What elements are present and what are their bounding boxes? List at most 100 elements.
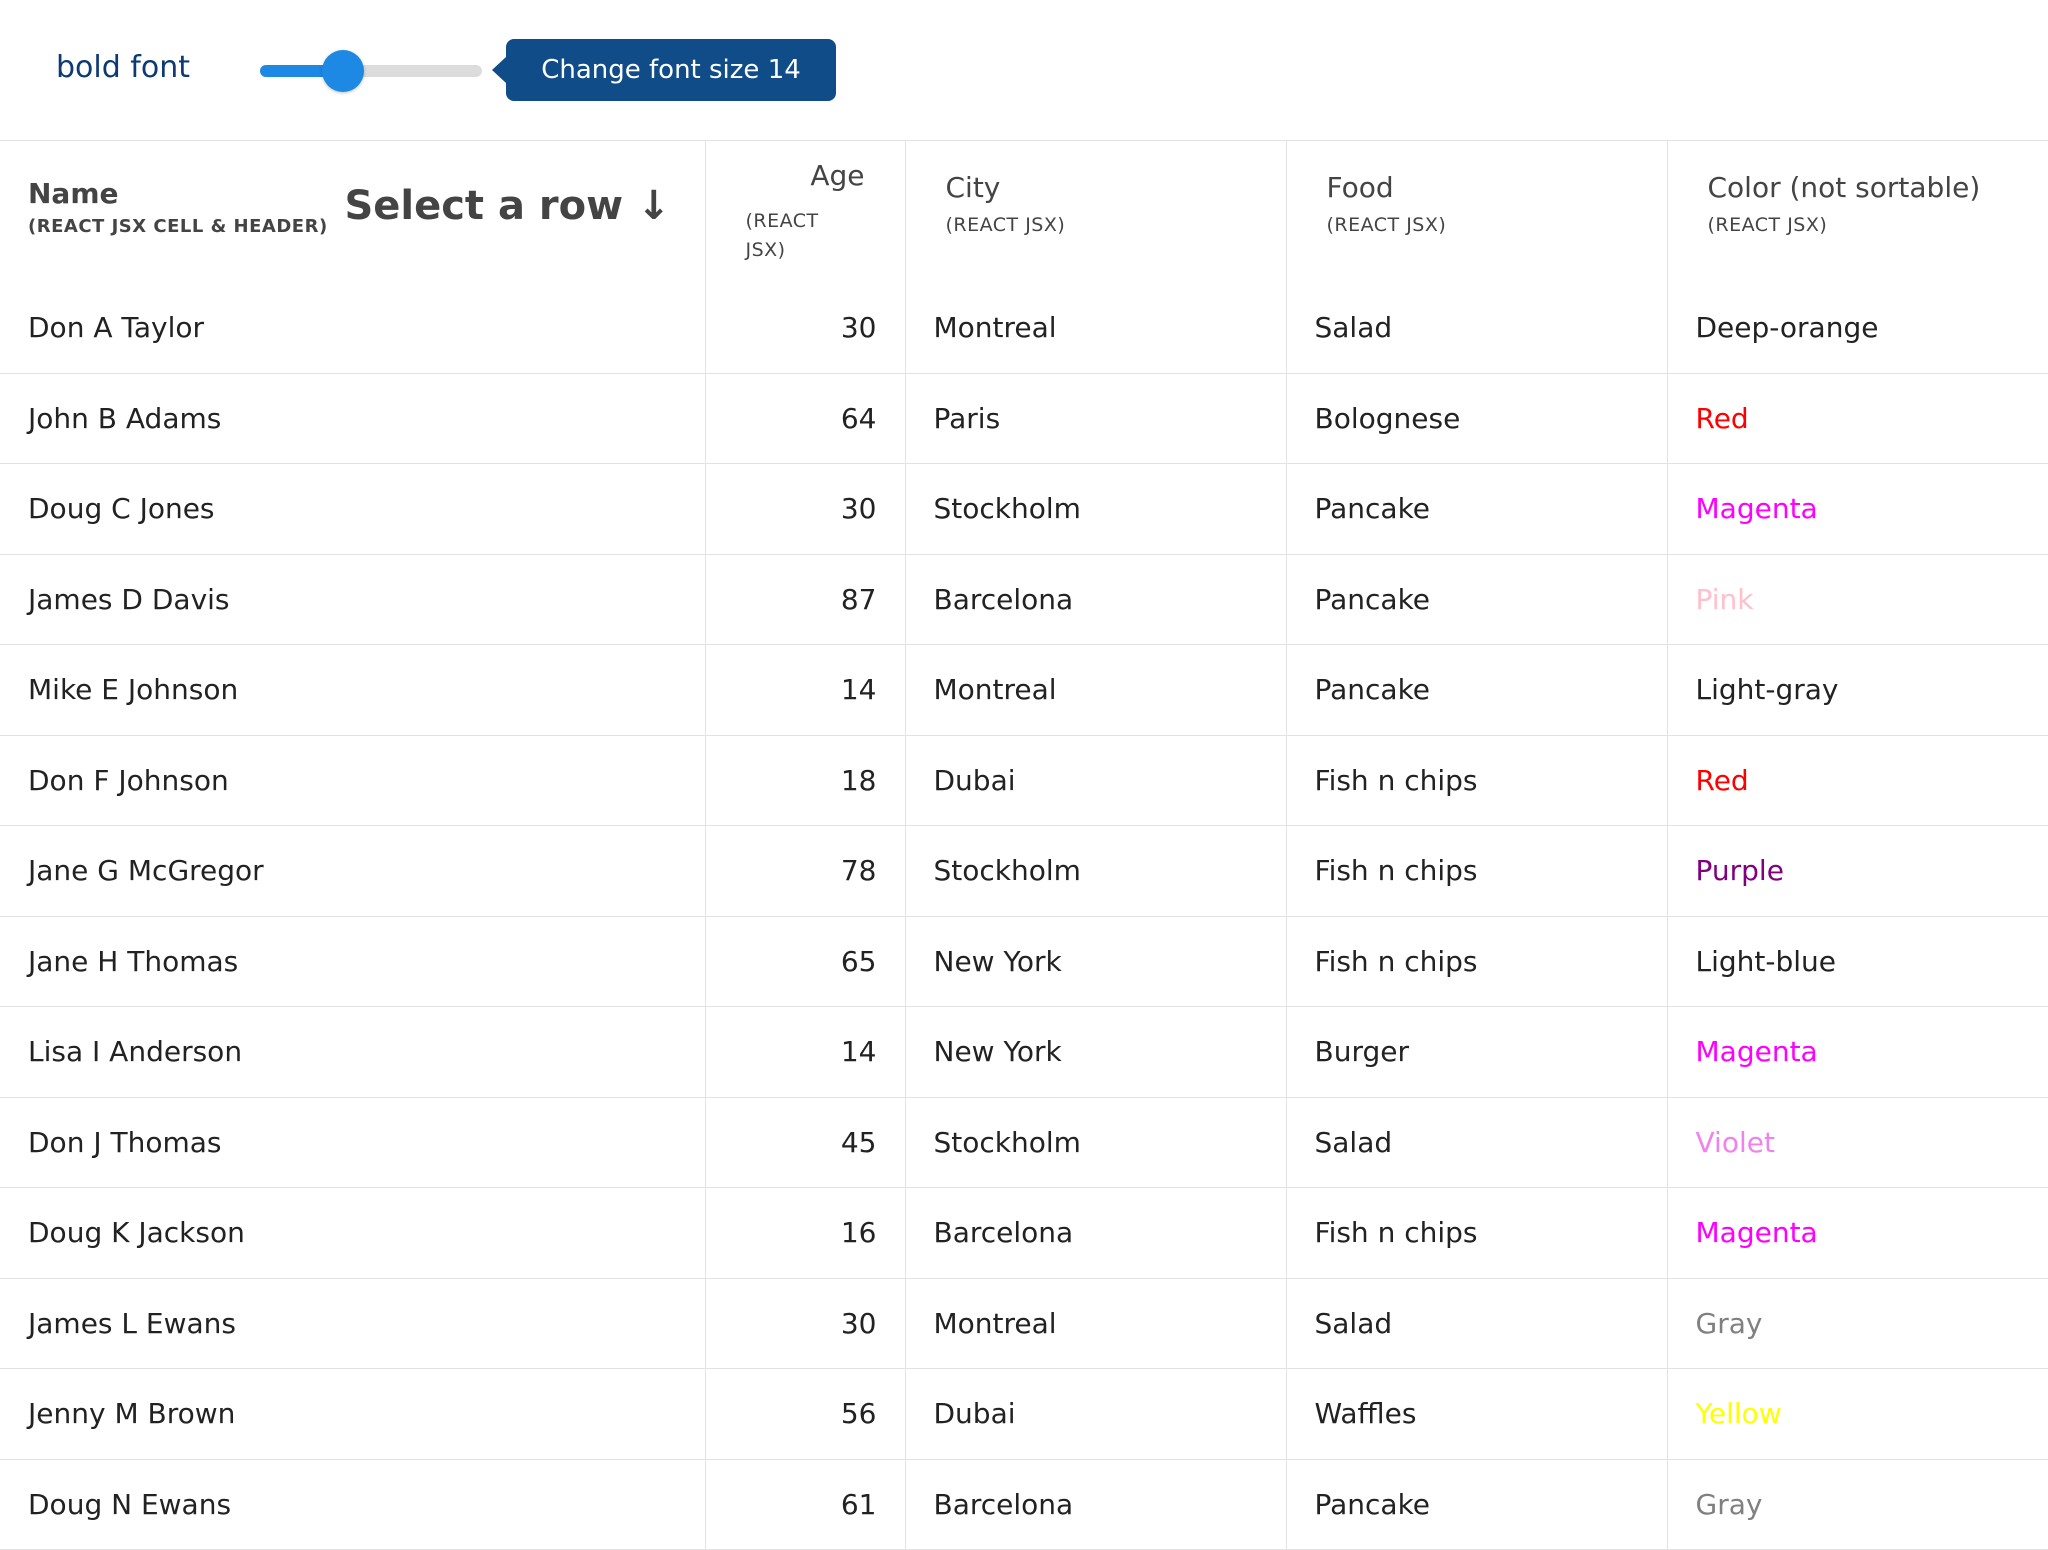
food-cell: Bolognese xyxy=(1285,373,1667,464)
color-header-title: Color (not sortable) xyxy=(1707,171,1981,204)
city-cell: Barcelona xyxy=(904,554,1286,645)
table-row[interactable]: Jane H Thomas 65 New York Fish n chips Light… xyxy=(0,916,2048,1007)
city-cell: Dubai xyxy=(904,735,1286,826)
city-cell: Montreal xyxy=(904,283,1286,374)
city-cell: Stockholm xyxy=(904,1097,1286,1188)
table-row[interactable]: Don J Thomas 45 Stockholm Salad Violet xyxy=(0,1097,2048,1188)
color-cell: Light-gray xyxy=(1666,644,2048,736)
food-header-subtitle: (REACT JSX) xyxy=(1326,214,1447,236)
font-size-slider[interactable] xyxy=(260,50,482,92)
name-cell: Don F Johnson xyxy=(0,735,705,826)
table-row[interactable]: Doug N Ewans 61 Barcelona Pancake Gray xyxy=(0,1459,2048,1550)
age-cell: 56 xyxy=(704,1368,905,1460)
name-cell: Jenny M Brown xyxy=(0,1368,705,1460)
column-header-city[interactable]: City (REACT JSX) xyxy=(904,141,1286,283)
toolbar: bold font Change font size 14 xyxy=(0,0,2048,141)
city-cell: New York xyxy=(904,1006,1286,1098)
city-cell: Dubai xyxy=(904,1368,1286,1460)
color-cell: Yellow xyxy=(1666,1368,2048,1460)
city-cell: Stockholm xyxy=(904,463,1286,555)
color-cell: Deep-orange xyxy=(1666,283,2048,374)
age-header-title: Age xyxy=(810,159,865,192)
city-cell: Paris xyxy=(904,373,1286,464)
food-cell: Waffles xyxy=(1285,1368,1667,1460)
age-header-subtitle: (REACT JSX) xyxy=(745,210,819,261)
city-cell: Barcelona xyxy=(904,1187,1286,1279)
color-cell: Purple xyxy=(1666,825,2048,917)
name-cell: Doug C Jones xyxy=(0,463,705,555)
food-cell: Fish n chips xyxy=(1285,1187,1667,1279)
column-header-color: Color (not sortable) (REACT JSX) xyxy=(1666,141,2048,283)
city-header-title: City xyxy=(945,171,1001,204)
food-cell: Salad xyxy=(1285,283,1667,374)
table-row[interactable]: Lisa I Anderson 14 New York Burger Magenta xyxy=(0,1006,2048,1098)
age-cell: 16 xyxy=(704,1187,905,1279)
age-cell: 14 xyxy=(704,644,905,736)
age-cell: 30 xyxy=(704,283,905,374)
table-row[interactable]: Jane G McGregor 78 Stockholm Fish n chips Pu… xyxy=(0,825,2048,917)
age-cell: 14 xyxy=(704,1006,905,1098)
age-cell: 64 xyxy=(704,373,905,464)
name-cell: Jane G McGregor xyxy=(0,825,705,917)
column-header-name[interactable]: Name (REACT JSX CELL & HEADER) Select a … xyxy=(0,141,705,283)
age-cell: 78 xyxy=(704,825,905,917)
food-cell: Fish n chips xyxy=(1285,916,1667,1007)
color-cell: Light-blue xyxy=(1666,916,2048,1007)
table-row[interactable]: James D Davis 87 Barcelona Pancake Pink xyxy=(0,554,2048,645)
age-cell: 65 xyxy=(704,916,905,1007)
column-header-age[interactable]: Age (REACT JSX) xyxy=(704,141,905,283)
color-cell: Magenta xyxy=(1666,463,2048,555)
select-row-label: Select a row ↓ xyxy=(344,183,671,229)
name-cell: Doug K Jackson xyxy=(0,1187,705,1279)
food-cell: Pancake xyxy=(1285,1459,1667,1550)
table-row[interactable]: Doug K Jackson 16 Barcelona Fish n chips Mag… xyxy=(0,1187,2048,1279)
table-row[interactable]: Don F Johnson 18 Dubai Fish n chips Red xyxy=(0,735,2048,826)
table-row[interactable]: Jenny M Brown 56 Dubai Waffles Yellow xyxy=(0,1368,2048,1460)
name-header-subtitle: (REACT JSX CELL & HEADER) xyxy=(28,216,328,237)
color-cell: Magenta xyxy=(1666,1187,2048,1279)
city-cell: Montreal xyxy=(904,1278,1286,1369)
color-header-subtitle: (REACT JSX) xyxy=(1707,214,1828,236)
city-cell: Stockholm xyxy=(904,825,1286,917)
bold-font-toggle[interactable]: bold font xyxy=(56,50,191,85)
age-cell: 45 xyxy=(704,1097,905,1188)
color-cell: Red xyxy=(1666,735,2048,826)
name-cell: Doug N Ewans xyxy=(0,1459,705,1550)
city-cell: Montreal xyxy=(904,644,1286,736)
city-header-subtitle: (REACT JSX) xyxy=(945,214,1066,236)
food-cell: Salad xyxy=(1285,1097,1667,1188)
age-cell: 30 xyxy=(704,1278,905,1369)
name-cell: Mike E Johnson xyxy=(0,644,705,736)
color-cell: Red xyxy=(1666,373,2048,464)
table-body: Don A Taylor 30 Montreal Salad Deep-orange Jo… xyxy=(0,283,2048,1550)
name-cell: Don A Taylor xyxy=(0,283,705,374)
data-table: Name (REACT JSX CELL & HEADER) Select a … xyxy=(0,141,2048,1550)
name-cell: John B Adams xyxy=(0,373,705,464)
age-cell: 87 xyxy=(704,554,905,645)
name-cell: Lisa I Anderson xyxy=(0,1006,705,1098)
name-cell: James D Davis xyxy=(0,554,705,645)
color-cell: Gray xyxy=(1666,1278,2048,1369)
color-cell: Magenta xyxy=(1666,1006,2048,1098)
color-cell: Pink xyxy=(1666,554,2048,645)
table-row[interactable]: Mike E Johnson 14 Montreal Pancake Light-gra… xyxy=(0,644,2048,736)
food-cell: Pancake xyxy=(1285,644,1667,736)
font-size-tooltip: Change font size 14 xyxy=(492,39,836,101)
table-row[interactable]: John B Adams 64 Paris Bolognese Red xyxy=(0,373,2048,464)
color-cell: Violet xyxy=(1666,1097,2048,1188)
city-cell: New York xyxy=(904,916,1286,1007)
food-cell: Salad xyxy=(1285,1278,1667,1369)
name-header-title: Name xyxy=(28,177,119,210)
column-header-food[interactable]: Food (REACT JSX) xyxy=(1285,141,1667,283)
slider-thumb[interactable] xyxy=(322,50,365,92)
age-cell: 30 xyxy=(704,463,905,555)
table-row[interactable]: James L Ewans 30 Montreal Salad Gray xyxy=(0,1278,2048,1369)
name-cell: James L Ewans xyxy=(0,1278,705,1369)
table-row[interactable]: Doug C Jones 30 Stockholm Pancake Magenta xyxy=(0,463,2048,555)
color-cell: Gray xyxy=(1666,1459,2048,1550)
name-cell: Jane H Thomas xyxy=(0,916,705,1007)
table-row[interactable]: Don A Taylor 30 Montreal Salad Deep-orange xyxy=(0,283,2048,374)
age-cell: 18 xyxy=(704,735,905,826)
age-cell: 61 xyxy=(704,1459,905,1550)
name-cell: Don J Thomas xyxy=(0,1097,705,1188)
